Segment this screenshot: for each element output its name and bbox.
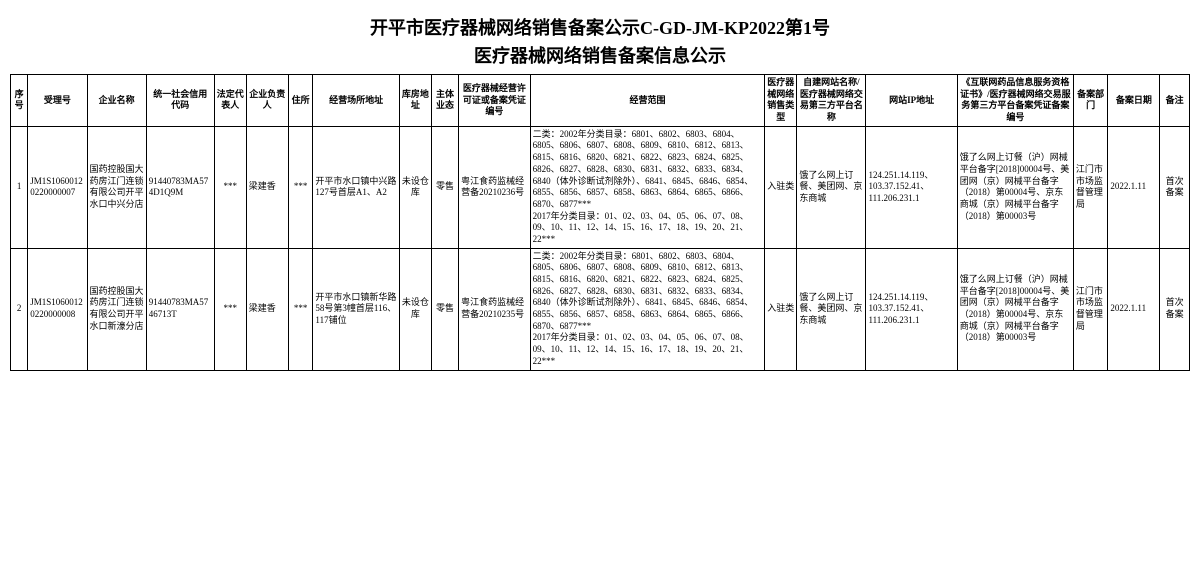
cell-ent: 国药控股国大药房江门连锁有限公司开平水口中兴分店 — [87, 126, 146, 248]
cell-addr: *** — [288, 126, 313, 248]
cell-remark: 首次备案 — [1160, 248, 1190, 370]
header-regnum: 受理号 — [28, 75, 87, 127]
table-row: 1JM1S10600120220000007国药控股国大药房江门连锁有限公司开平… — [11, 126, 1190, 248]
cell-scope: 二类：2002年分类目录：6801、6802、6803、6804、6805、68… — [530, 126, 765, 248]
cell-saletype: 入驻类 — [765, 248, 797, 370]
cell-ip: 124.251.14.119、103.37.152.41、111.206.231… — [866, 248, 957, 370]
cell-scope: 二类：2002年分类目录：6801、6802、6803、6804、6805、68… — [530, 248, 765, 370]
registration-table: 序号 受理号 企业名称 统一社会信用代码 法定代表人 企业负责人 住所 经营场所… — [10, 74, 1190, 371]
cell-cert: 饿了么网上订餐（沪）网械平台备字[2018]00004号、美团网（京）网械平台备… — [957, 248, 1073, 370]
header-scope: 经营范围 — [530, 75, 765, 127]
cell-ent: 国药控股国大药房江门连锁有限公司开平水口新濠分店 — [87, 248, 146, 370]
header-platform: 自建网站名称/医疗器械网络交易第三方平台名称 — [797, 75, 866, 127]
header-ip: 网站IP地址 — [866, 75, 957, 127]
table-row: 2JM1S10600120220000008国药控股国大药房江门连锁有限公司开平… — [11, 248, 1190, 370]
cell-warehouse: 未设仓库 — [399, 126, 431, 248]
cell-regnum: JM1S10600120220000008 — [28, 248, 87, 370]
cell-cert: 饿了么网上订餐（沪）网械平台备字[2018]00004号、美团网（京）网械平台备… — [957, 126, 1073, 248]
cell-license: 粤江食药监械经营备20210235号 — [459, 248, 531, 370]
header-ent: 企业名称 — [87, 75, 146, 127]
table-body: 1JM1S10600120220000007国药控股国大药房江门连锁有限公司开平… — [11, 126, 1190, 370]
cell-owner: 梁建香 — [246, 126, 288, 248]
cell-seq: 1 — [11, 126, 28, 248]
header-cert: 《互联网药品信息服务资格证书》/医疗器械网络交易服务第三方平台备案凭证备案编号 — [957, 75, 1073, 127]
cell-legal: *** — [214, 248, 246, 370]
header-legal: 法定代表人 — [214, 75, 246, 127]
header-license: 医疗器械经营许可证或备案凭证编号 — [459, 75, 531, 127]
cell-dept: 江门市市场监督管理局 — [1073, 248, 1108, 370]
cell-date: 2022.1.11 — [1108, 248, 1160, 370]
cell-remark: 首次备案 — [1160, 126, 1190, 248]
cell-regnum: JM1S10600120220000007 — [28, 126, 87, 248]
cell-warehouse: 未设仓库 — [399, 248, 431, 370]
cell-ip: 124.251.14.119、103.37.152.41、111.206.231… — [866, 126, 957, 248]
cell-dept: 江门市市场监督管理局 — [1073, 126, 1108, 248]
cell-platform: 饿了么网上订餐、美团网、京东商城 — [797, 248, 866, 370]
document-subtitle: 医疗器械网络销售备案信息公示 — [10, 42, 1190, 68]
header-row: 序号 受理号 企业名称 统一社会信用代码 法定代表人 企业负责人 住所 经营场所… — [11, 75, 1190, 127]
header-owner: 企业负责人 — [246, 75, 288, 127]
cell-date: 2022.1.11 — [1108, 126, 1160, 248]
header-dept: 备案部门 — [1073, 75, 1108, 127]
header-usc: 统一社会信用代码 — [146, 75, 214, 127]
cell-subject: 零售 — [431, 126, 458, 248]
cell-legal: *** — [214, 126, 246, 248]
cell-usc: 91440783MA574D1Q9M — [146, 126, 214, 248]
header-date: 备案日期 — [1108, 75, 1160, 127]
cell-addr: *** — [288, 248, 313, 370]
cell-platform: 饿了么网上订餐、美团网、京东商城 — [797, 126, 866, 248]
cell-license: 粤江食药监械经营备20210236号 — [459, 126, 531, 248]
cell-bizaddr: 开平市水口镇中兴路127号首层A1、A2 — [313, 126, 399, 248]
header-seq: 序号 — [11, 75, 28, 127]
cell-subject: 零售 — [431, 248, 458, 370]
cell-usc: 91440783MA5746713T — [146, 248, 214, 370]
header-bizaddr: 经营场所地址 — [313, 75, 399, 127]
cell-owner: 梁建香 — [246, 248, 288, 370]
cell-bizaddr: 开平市水口镇新华路58号第3幢首层116、117铺位 — [313, 248, 399, 370]
cell-seq: 2 — [11, 248, 28, 370]
header-subject: 主体业态 — [431, 75, 458, 127]
document-title: 开平市医疗器械网络销售备案公示C-GD-JM-KP2022第1号 — [10, 14, 1190, 40]
header-warehouse: 库房地址 — [399, 75, 431, 127]
cell-saletype: 入驻类 — [765, 126, 797, 248]
header-saletype: 医疗器械网络销售类型 — [765, 75, 797, 127]
header-remark: 备注 — [1160, 75, 1190, 127]
header-addr: 住所 — [288, 75, 313, 127]
